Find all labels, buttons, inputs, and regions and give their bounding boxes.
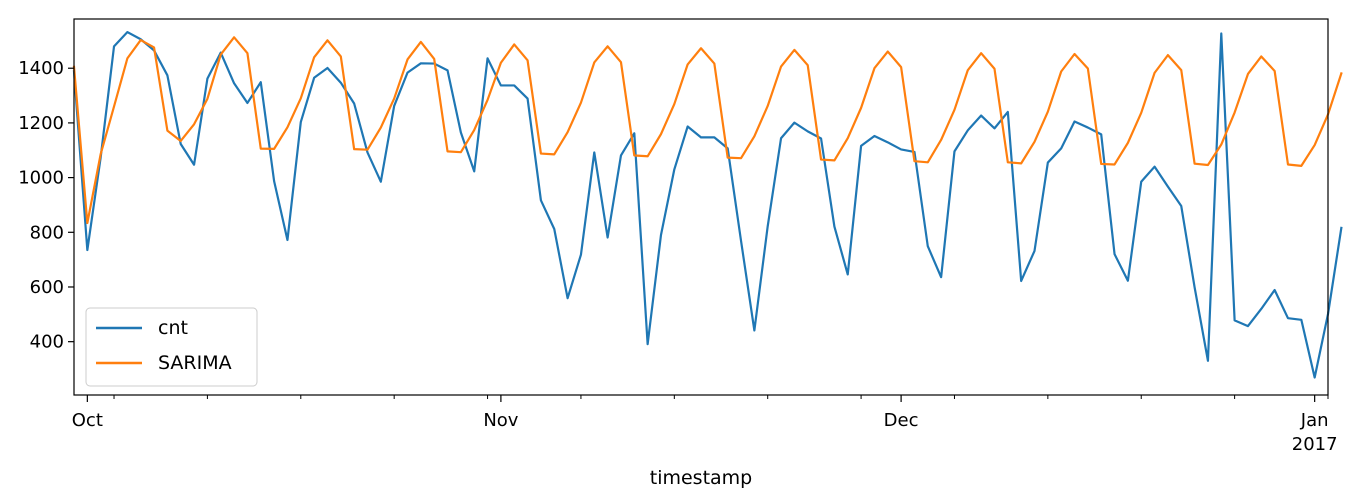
y-tick-label-400: 400 [30,332,64,353]
plot-frame [73,18,1329,396]
x-axis-title: timestamp [650,467,753,489]
y-tick-label-1000: 1000 [18,168,64,189]
y-tick-label-1400: 1400 [18,58,64,79]
y-tick-label-800: 800 [30,222,64,243]
x-tick-label-jan: Jan [1300,410,1329,431]
series-line-sarima [72,36,1343,225]
x-tick-sublabel-2017: 2017 [1292,434,1338,455]
x-axis: Oct Nov Dec Jan 2017 [72,395,1338,455]
series-layer [72,31,1343,379]
legend-label-cnt: cnt [158,317,188,339]
x-tick-label-oct: Oct [72,410,103,431]
x-tick-label-nov: Nov [483,410,518,431]
series-line-cnt [72,31,1343,379]
x-tick-label-dec: Dec [884,410,919,431]
legend: cnt SARIMA [85,307,258,387]
y-tick-label-600: 600 [30,277,64,298]
y-tick-label-1200: 1200 [18,113,64,134]
legend-label-sarima: SARIMA [158,352,232,374]
y-axis: 400 600 800 1000 1200 1400 [18,58,74,353]
